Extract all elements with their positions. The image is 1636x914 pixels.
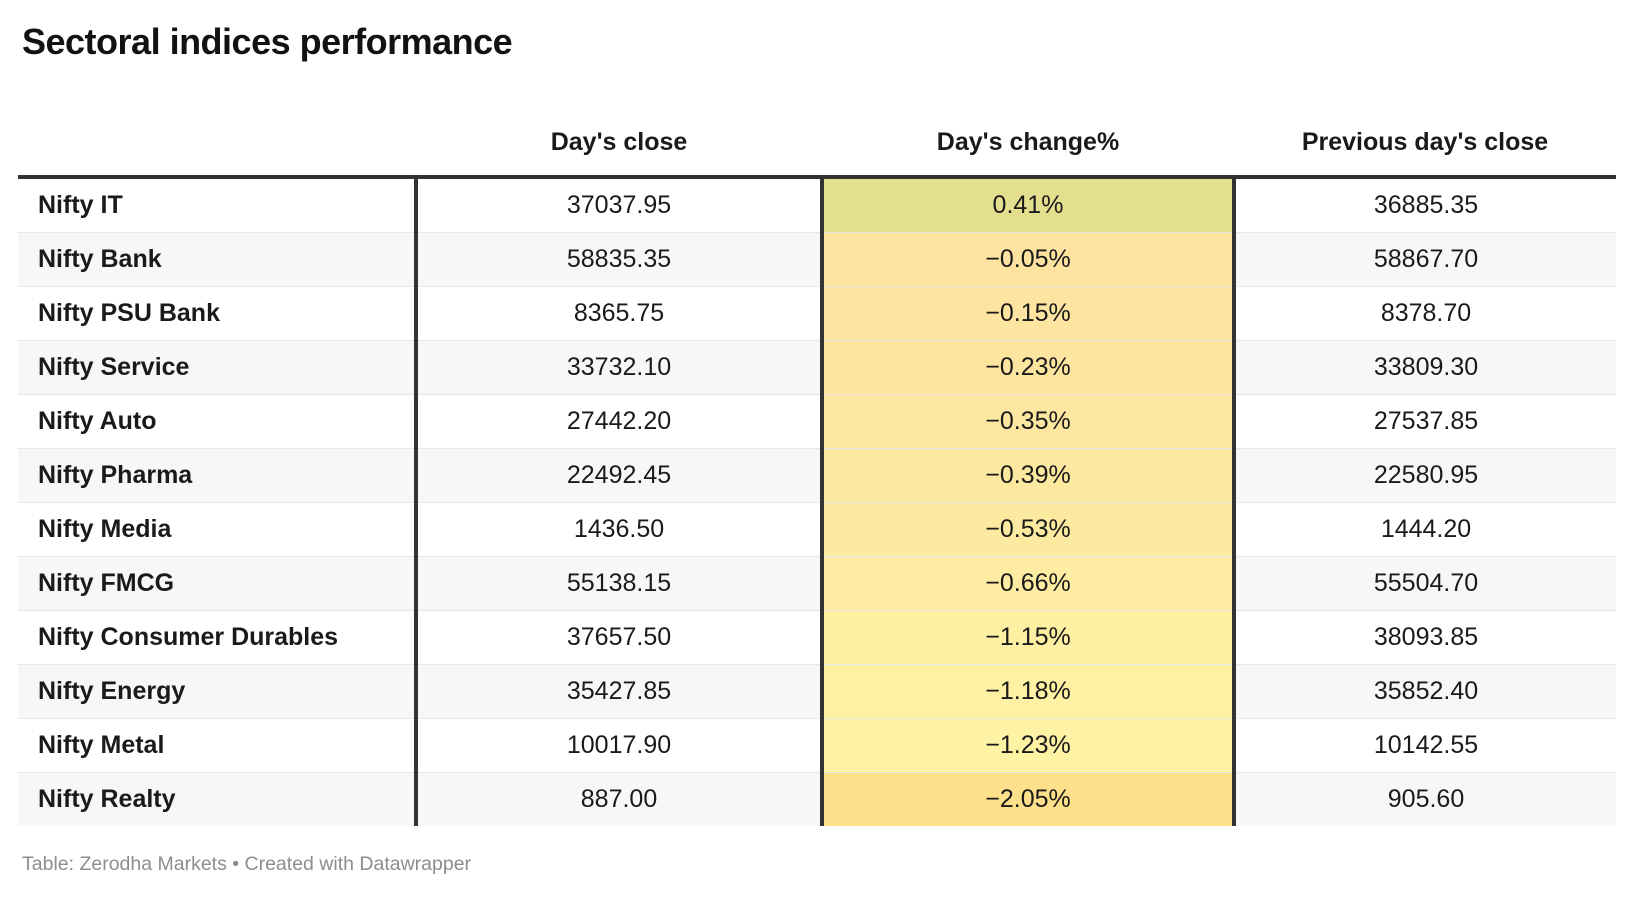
cell-days-change: −0.05% — [820, 232, 1234, 287]
cell-previous-days-close: 22580.95 — [1232, 448, 1616, 503]
cell-days-change: −0.15% — [820, 286, 1234, 341]
cell-days-change: −1.23% — [820, 718, 1234, 773]
row-label: Nifty Energy — [18, 664, 416, 719]
col-header-day-s-close: Day's close — [416, 110, 822, 179]
col-header-previous-day-s-close: Previous day's close — [1234, 110, 1616, 179]
cell-previous-days-close: 35852.40 — [1232, 664, 1616, 719]
row-label: Nifty Bank — [18, 232, 416, 287]
cell-days-close: 35427.85 — [414, 664, 822, 719]
table-row: Nifty Metal 10017.90 −1.23% 10142.55 — [18, 718, 1616, 773]
header-row: Day's close Day's change% Previous day's c… — [18, 110, 1616, 179]
cell-days-close: 58835.35 — [414, 232, 822, 287]
cell-days-change: −0.53% — [820, 502, 1234, 557]
table-row: Nifty Realty 887.00 −2.05% 905.60 — [18, 772, 1616, 826]
table-row: Nifty Consumer Durables 37657.50 −1.15% 380… — [18, 610, 1616, 665]
table-row: Nifty Service 33732.10 −0.23% 33809.30 — [18, 340, 1616, 395]
cell-previous-days-close: 58867.70 — [1232, 232, 1616, 287]
row-label: Nifty Media — [18, 502, 416, 557]
cell-previous-days-close: 55504.70 — [1232, 556, 1616, 611]
cell-days-close: 1436.50 — [414, 502, 822, 557]
cell-days-change: −0.66% — [820, 556, 1234, 611]
cell-previous-days-close: 38093.85 — [1232, 610, 1616, 665]
cell-days-close: 33732.10 — [414, 340, 822, 395]
cell-days-close: 37657.50 — [414, 610, 822, 665]
cell-days-close: 22492.45 — [414, 448, 822, 503]
table-row: Nifty Pharma 22492.45 −0.39% 22580.95 — [18, 448, 1616, 503]
table-row: Nifty PSU Bank 8365.75 −0.15% 8378.70 — [18, 286, 1616, 341]
cell-days-change: 0.41% — [820, 177, 1234, 233]
cell-days-change: −0.23% — [820, 340, 1234, 395]
attribution-text: Table: Zerodha Markets • Created with Da… — [22, 853, 472, 875]
cell-previous-days-close: 8378.70 — [1232, 286, 1616, 341]
cell-previous-days-close: 27537.85 — [1232, 394, 1616, 449]
row-label: Nifty FMCG — [18, 556, 416, 611]
table-row: Nifty Auto 27442.20 −0.35% 27537.85 — [18, 394, 1616, 449]
cell-days-close: 10017.90 — [414, 718, 822, 773]
cell-previous-days-close: 33809.30 — [1232, 340, 1616, 395]
cell-days-close: 887.00 — [414, 772, 822, 826]
row-label: Nifty Auto — [18, 394, 416, 449]
cell-days-change: −1.15% — [820, 610, 1234, 665]
cell-days-change: −1.18% — [820, 664, 1234, 719]
cell-previous-days-close: 1444.20 — [1232, 502, 1616, 557]
row-label: Nifty PSU Bank — [18, 286, 416, 341]
cell-previous-days-close: 36885.35 — [1232, 177, 1616, 233]
cell-days-close: 8365.75 — [414, 286, 822, 341]
cell-days-change: −2.05% — [820, 772, 1234, 826]
cell-previous-days-close: 10142.55 — [1232, 718, 1616, 773]
col-header-day-s-change: Day's change% — [822, 110, 1234, 179]
row-label: Nifty IT — [38, 191, 123, 219]
table-row: Nifty Bank 58835.35 −0.05% 58867.70 — [18, 232, 1616, 287]
sectoral-indices-table: Day's close Day's change% Previous day's c… — [18, 110, 1616, 826]
row-label: Nifty Realty — [18, 772, 416, 826]
cell-days-change: −0.35% — [820, 394, 1234, 449]
table-row: Nifty FMCG 55138.15 −0.66% 55504.70 — [18, 556, 1616, 611]
table-row: Nifty Media 1436.50 −0.53% 1444.20 — [18, 502, 1616, 557]
row-label: Nifty Service — [18, 340, 416, 395]
row-label-column-header — [18, 110, 416, 179]
page-title: Sectoral indices performance — [22, 21, 513, 62]
row-label: Nifty Pharma — [18, 448, 416, 503]
row-label: Nifty Consumer Durables — [18, 610, 416, 665]
table-row: Nifty Energy 35427.85 −1.18% 35852.40 — [18, 664, 1616, 719]
row-label: Nifty Metal — [18, 718, 416, 773]
cell-previous-days-close: 905.60 — [1232, 772, 1616, 826]
cell-days-close: 55138.15 — [414, 556, 822, 611]
table-attribution: Table: Zerodha Markets • Created with Da… — [22, 853, 1636, 876]
table-row: Nifty IT 37037.95 0.41% 36885.35 — [18, 177, 1616, 233]
cell-days-close: 37037.95 — [414, 177, 822, 233]
cell-days-close: 27442.20 — [414, 394, 822, 449]
cell-days-change: −0.39% — [820, 448, 1234, 503]
